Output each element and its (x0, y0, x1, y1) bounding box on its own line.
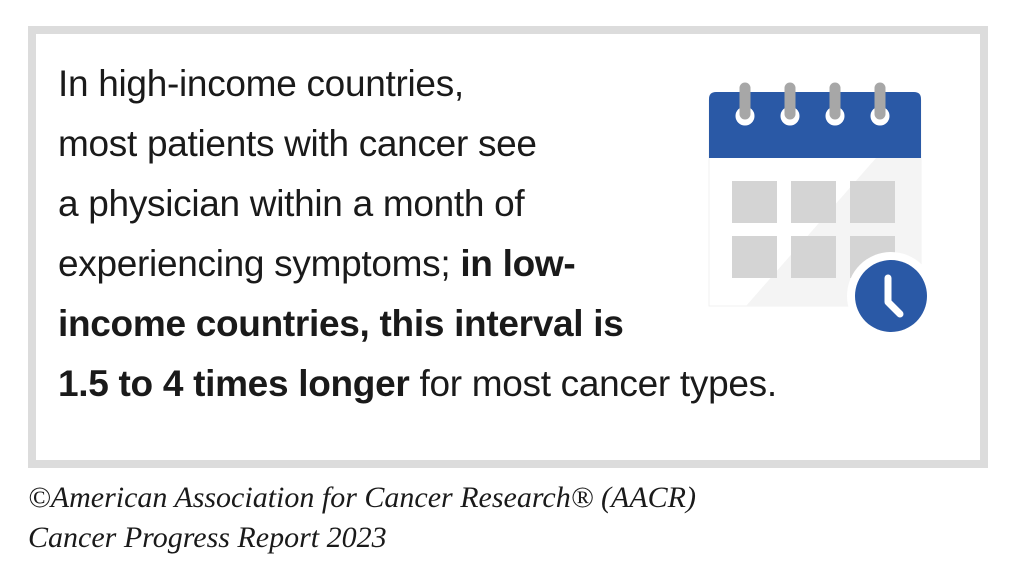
calendar-cell (732, 181, 777, 223)
statistic-message: In high-income countries, most patients … (58, 54, 777, 414)
message-line-6-bold: 1.5 to 4 times longer (58, 363, 410, 404)
message-line-3: a physician within a month of (58, 183, 525, 224)
calendar-cell (791, 181, 836, 223)
credit-line-2: Cancer Progress Report 2023 (28, 521, 387, 554)
message-line-1: In high-income countries, (58, 63, 464, 104)
credit-line-1: ©American Association for Cancer Researc… (28, 481, 696, 514)
calendar-cell (791, 236, 836, 278)
message-line-2: most patients with cancer see (58, 123, 537, 164)
copyright-credit: ©American Association for Cancer Researc… (28, 478, 696, 558)
message-line-4: experiencing symptoms; in low- (58, 234, 678, 294)
calendar-header (709, 92, 921, 158)
message-line-6: 1.5 to 4 times longer for most cancer ty… (58, 354, 777, 414)
message-line-4-bold: in low- (460, 243, 576, 284)
message-line-5: income countries, this interval is (58, 294, 678, 354)
clock-hands (884, 274, 904, 318)
calendar-clock-icon (708, 82, 935, 340)
message-line-6-regular: for most cancer types. (409, 363, 777, 404)
message-line-4-regular: experiencing symptoms; (58, 243, 461, 284)
calendar-cell (732, 236, 777, 278)
message-line-5-bold: income countries, this interval is (58, 303, 624, 344)
calendar-cell (850, 181, 895, 223)
